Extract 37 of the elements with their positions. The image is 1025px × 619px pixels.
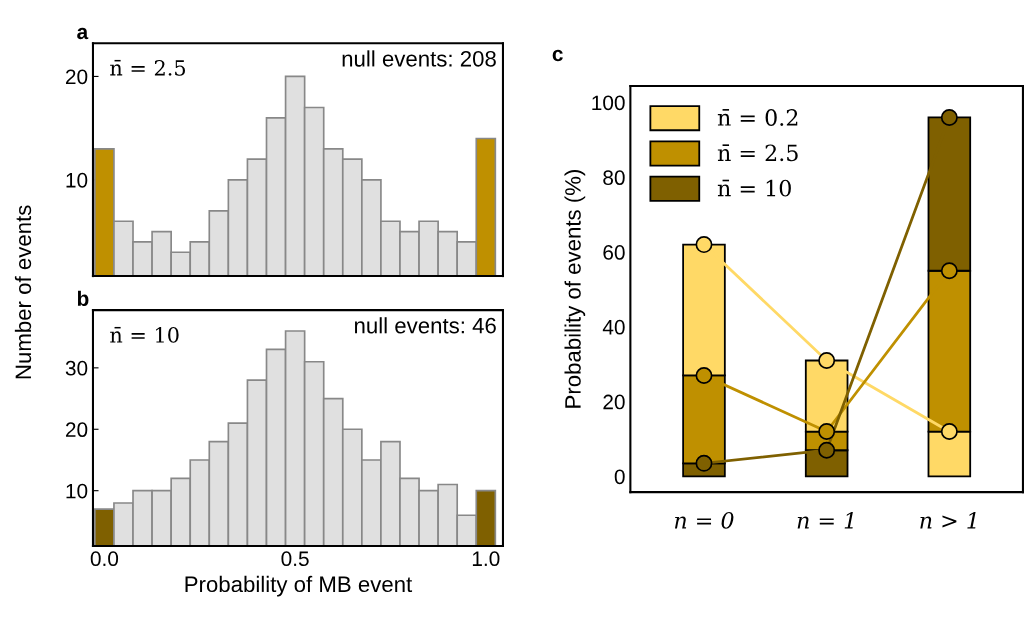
y-tick-label: 20 [65, 69, 88, 85]
point [695, 454, 713, 472]
x-tick-label: 1.0 [472, 551, 500, 567]
y-tick-label: 100 [592, 95, 625, 111]
annotation: null events: 46 [355, 317, 496, 334]
y-axis-title: Probability of events (%) [564, 170, 586, 408]
annotation: n̄ = 2.5 [110, 59, 186, 76]
point [695, 366, 713, 384]
x-tick-label: n = 0 [674, 511, 734, 529]
chart-title: c [552, 49, 563, 62]
point [818, 352, 836, 369]
y-tick-label: 60 [603, 245, 625, 260]
y-tick-label: 80 [603, 170, 625, 186]
y-tick-label: 10 [66, 172, 88, 188]
chart-title: a [77, 27, 89, 40]
y-axis-title: Number of events [14, 205, 32, 379]
x-tick-label: n = 1 [797, 511, 853, 529]
legend-label: n̄ = 10 [717, 179, 791, 197]
legend-label: n̄ = 2.5 [717, 144, 798, 162]
x-tick-label: n > 1 [920, 511, 976, 529]
point [940, 108, 958, 126]
x-tick-label: 0.0 [90, 551, 119, 567]
point [695, 236, 713, 254]
y-tick-label: 20 [65, 422, 88, 438]
annotation: null events: 208 [342, 50, 496, 67]
y-tick-label: 40 [602, 319, 625, 335]
y-tick-label: 20 [603, 394, 625, 410]
annotation: n̄ = 10 [110, 326, 179, 343]
y-tick-label: 0 [614, 469, 625, 485]
chart-title: b [77, 290, 89, 306]
x-tick-label: 0.5 [281, 551, 309, 567]
point [940, 262, 958, 280]
y-tick-label: 10 [66, 483, 88, 499]
y-tick-label: 30 [65, 360, 88, 376]
x-axis-title: Probability of MB event [185, 575, 413, 597]
legend-label: n̄ = 0.2 [717, 109, 798, 126]
point [940, 423, 958, 441]
